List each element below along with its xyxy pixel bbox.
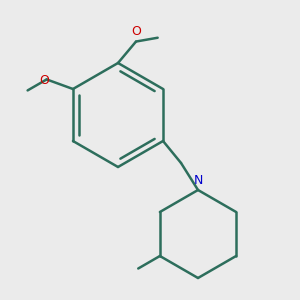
Text: O: O: [39, 74, 49, 87]
Text: O: O: [131, 25, 141, 38]
Text: N: N: [193, 174, 203, 187]
